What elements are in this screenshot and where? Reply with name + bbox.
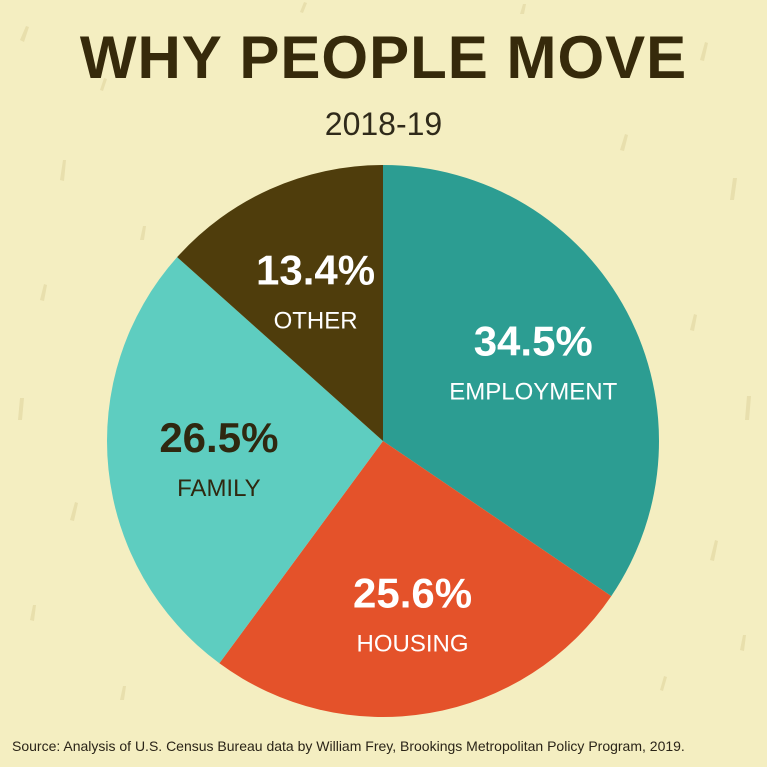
- chart-title: WHY PEOPLE MOVE: [79, 24, 688, 91]
- pie-slice-employment: [383, 165, 659, 597]
- slice-label-family: FAMILY: [177, 475, 261, 502]
- chart-subtitle: 2018-19: [324, 106, 443, 142]
- pie-slice-housing: [219, 441, 612, 717]
- slice-label-employment: EMPLOYMENT: [449, 378, 617, 405]
- pie-slice-other: [177, 165, 383, 441]
- source-note: Source: Analysis of U.S. Census Bureau d…: [12, 738, 685, 754]
- slice-value-other: 13.4%: [256, 246, 375, 293]
- pie-slice-family: [107, 257, 383, 664]
- slice-label-housing: HOUSING: [357, 630, 469, 657]
- slice-label-other: OTHER: [274, 307, 358, 334]
- slice-value-housing: 25.6%: [353, 569, 472, 616]
- slice-value-family: 26.5%: [159, 414, 278, 461]
- slice-value-employment: 34.5%: [474, 317, 593, 364]
